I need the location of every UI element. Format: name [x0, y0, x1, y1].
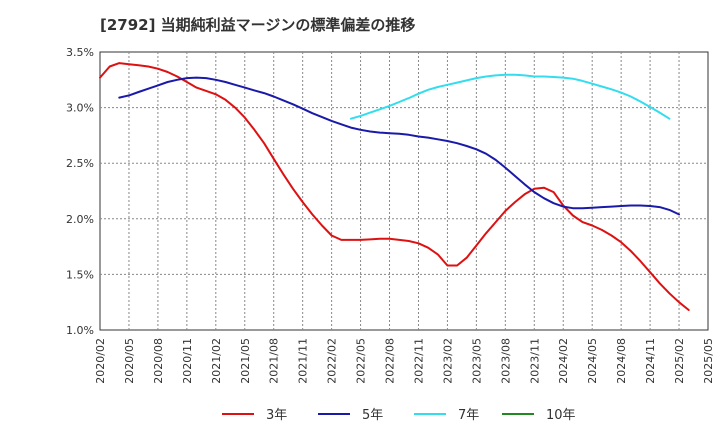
x-tick-label: 2021/11 [297, 338, 310, 384]
x-tick-label: 2020/05 [123, 338, 136, 384]
x-tick-label: 2025/05 [702, 338, 715, 384]
series-lines [99, 62, 690, 311]
plot-border [99, 51, 709, 331]
chart-title: [2792] 当期純利益マージンの標準偏差の推移 [100, 16, 415, 34]
y-tick-label: 3.5% [66, 46, 94, 59]
y-tick-label: 1.0% [66, 324, 94, 337]
x-tick-label: 2020/08 [152, 338, 165, 384]
x-tick-label: 2020/02 [94, 338, 107, 384]
x-tick-label: 2021/08 [268, 338, 281, 384]
x-tick-label: 2024/11 [644, 338, 657, 384]
x-tick-label: 2023/02 [441, 338, 454, 384]
series-line-5年 [118, 76, 680, 216]
y-tick-label: 2.5% [66, 157, 94, 170]
legend-label-3年: 3年 [266, 408, 287, 423]
x-tick-label: 2020/11 [181, 338, 194, 384]
y-tick-label: 3.0% [66, 102, 94, 115]
series-line-3年 [99, 62, 690, 311]
x-tick-label: 2021/05 [239, 338, 252, 384]
x-tick-label: 2024/02 [557, 338, 570, 384]
x-tick-label: 2023/05 [470, 338, 483, 384]
legend-label-7年: 7年 [458, 408, 479, 423]
x-tick-label: 2024/08 [615, 338, 628, 384]
x-tick-label: 2022/11 [412, 338, 425, 384]
x-tick-label: 2021/02 [210, 338, 223, 384]
x-tick-label: 2022/08 [384, 338, 397, 384]
series-line-7年 [349, 73, 671, 120]
legend: 3年 5年 7年 10年 [222, 408, 576, 423]
y-tick-label: 1.5% [66, 268, 94, 281]
legend-label-10年: 10年 [546, 408, 576, 423]
y-axis-labels: 1.0% 1.5% 2.0% 2.5% 3.0% 3.5% [66, 46, 94, 337]
x-tick-label: 2025/02 [673, 338, 686, 384]
x-tick-label: 2023/08 [499, 338, 512, 384]
x-tick-label: 2022/02 [326, 338, 339, 384]
x-tick-label: 2023/11 [528, 338, 541, 384]
x-tick-label: 2024/05 [586, 338, 599, 384]
x-tick-label: 2022/05 [355, 338, 368, 384]
y-tick-label: 2.0% [66, 213, 94, 226]
x-axis-labels: 2020/02 2020/05 2020/08 2020/11 2021/02 2021/… [94, 338, 715, 384]
grid [99, 51, 709, 331]
legend-label-5年: 5年 [362, 408, 383, 423]
